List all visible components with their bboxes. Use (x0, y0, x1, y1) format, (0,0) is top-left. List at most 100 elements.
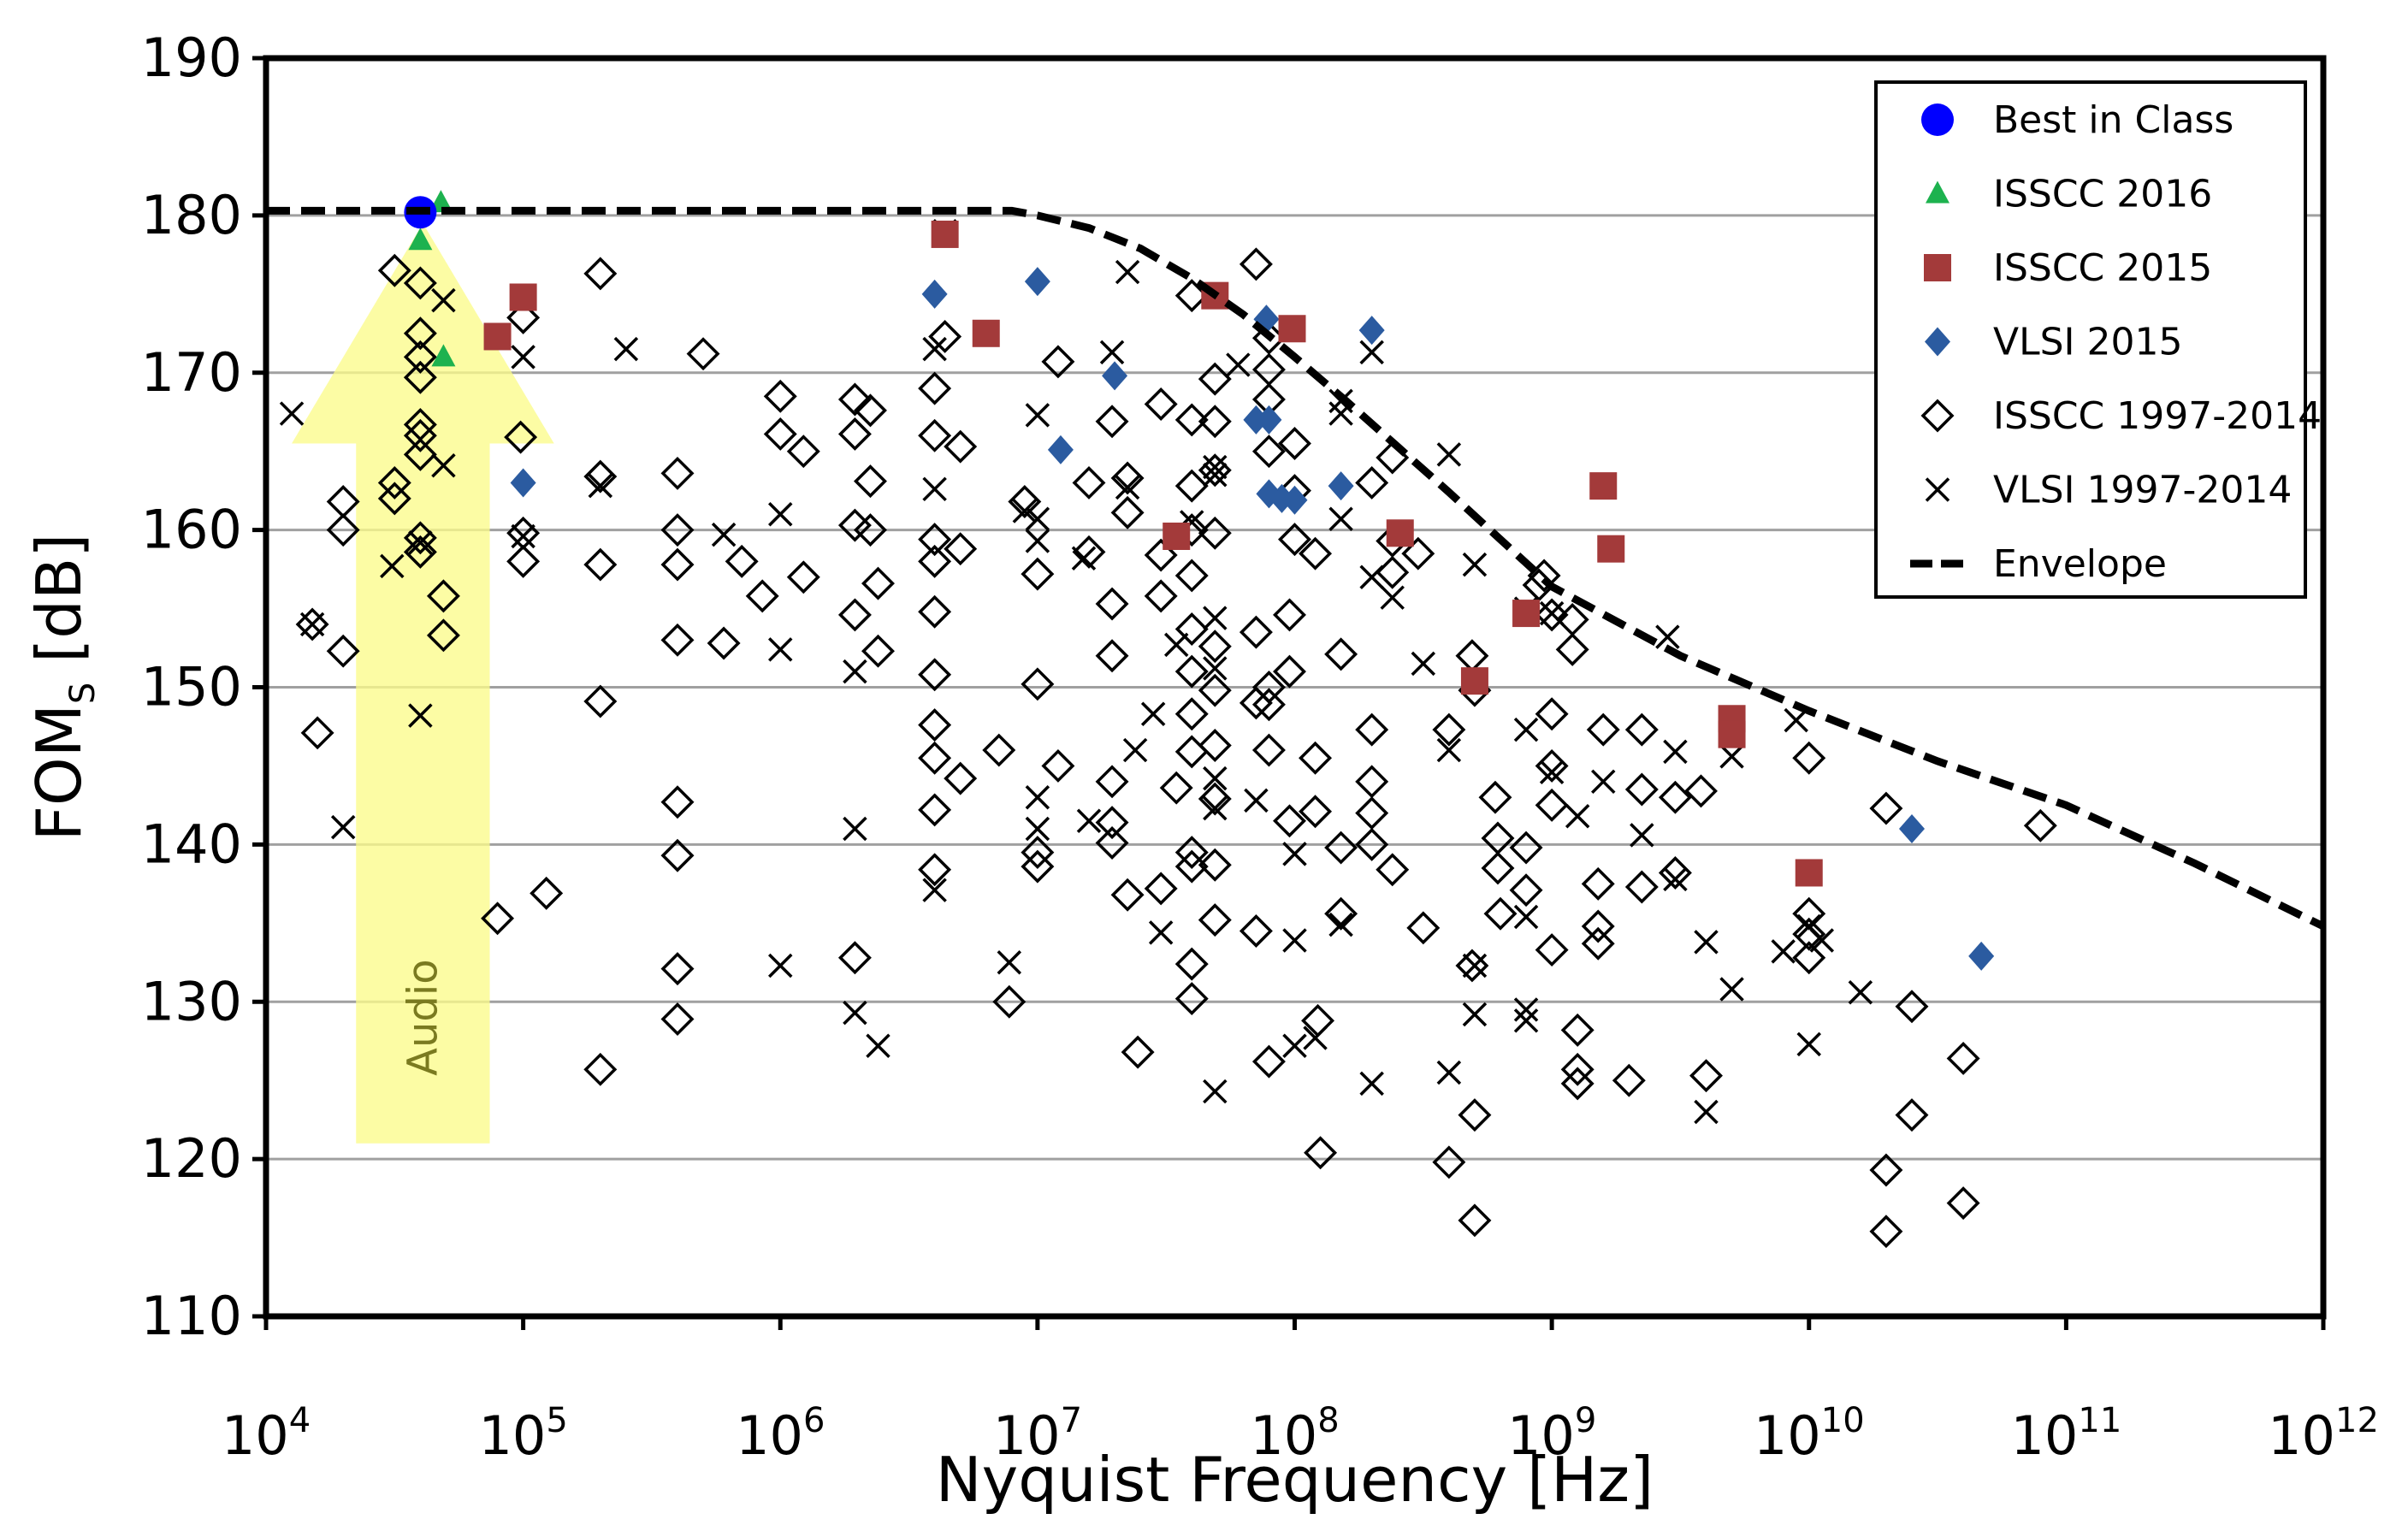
data-point-isscc-1997-2014 (1355, 712, 1389, 747)
data-point-isscc-1997-2014 (1251, 688, 1286, 722)
data-point-isscc-1997-2014 (1174, 654, 1209, 689)
data-point-isscc-1997-2014 (1869, 791, 1903, 825)
data-point-isscc-1997-2014 (1324, 637, 1358, 671)
data-point-isscc-1997-2014 (918, 853, 952, 887)
data-point-isscc-1997-2014 (1376, 853, 1410, 887)
data-point-vlsi-1997-2014 (1328, 912, 1353, 937)
data-point-vlsi-1997-2014 (997, 950, 1022, 975)
x-marker-stroke (1359, 1071, 1384, 1097)
data-point-isscc-1997-2014 (1041, 345, 1075, 379)
x-marker-stroke (1025, 784, 1050, 810)
data-point-isscc-1997-2014 (1174, 612, 1209, 646)
data-point-isscc-1997-2014 (918, 418, 952, 452)
x-marker-stroke (866, 1033, 890, 1058)
data-point-vlsi-1997-2014 (1163, 632, 1189, 658)
data-point-isscc-1997-2014 (1792, 917, 1826, 951)
x-tick-base: 10 (478, 1404, 546, 1467)
data-point-isscc-2015 (931, 220, 959, 248)
data-point-isscc-1997-2014 (918, 594, 952, 629)
data-point-isscc-1997-2014 (1304, 1136, 1338, 1170)
data-point-isscc-1997-2014 (1251, 671, 1286, 704)
x-marker-stroke (1784, 707, 1808, 733)
data-point-isscc-1997-2014 (1174, 559, 1209, 593)
data-point-isscc-1997-2014 (1355, 796, 1389, 831)
data-point-vlsi-1997-2014 (1203, 795, 1228, 821)
x-tick-label: 106 (736, 1401, 825, 1467)
data-point-isscc-1997-2014 (506, 544, 541, 578)
x-tick-exponent: 6 (803, 1401, 825, 1440)
data-point-vlsi-1997-2014 (279, 401, 305, 426)
data-point-isscc-1997-2014 (928, 319, 962, 353)
legend-entry: VLSI 1997-2014 (1925, 469, 2292, 512)
x-marker-stroke (1809, 928, 1835, 953)
data-point-isscc-1997-2014 (1174, 403, 1209, 437)
legend-entry: ISSCC 1997-2014 (1920, 394, 2322, 438)
x-marker-stroke (768, 637, 793, 662)
data-point-vlsi-1997-2014 (922, 878, 947, 902)
y-axis-title-sub: S (63, 683, 103, 704)
data-point-vlsi-1997-2014 (1099, 340, 1125, 365)
data-point-vlsi-1997-2014 (768, 953, 793, 978)
data-point-isscc-1997-2014 (1560, 1067, 1594, 1101)
data-point-isscc-1997-2014 (1612, 1063, 1646, 1097)
data-point-isscc-2016 (408, 228, 433, 251)
data-point-isscc-1997-2014 (837, 382, 872, 417)
x-marker-stroke (1025, 529, 1050, 553)
legend-label: ISSCC 1997-2014 (1993, 394, 2322, 438)
data-point-isscc-1997-2014 (686, 337, 720, 371)
data-point-isscc-1997-2014 (1560, 1052, 1594, 1086)
legend-marker (1925, 327, 1950, 357)
data-point-vlsi-1997-2014 (843, 816, 867, 842)
x-marker-stroke (279, 401, 305, 426)
data-point-isscc-1997-2014 (1159, 771, 1193, 805)
x-marker-stroke (1282, 928, 1307, 953)
data-point-isscc-1997-2014 (326, 513, 360, 547)
data-point-isscc-1997-2014 (426, 579, 460, 613)
data-point-isscc-1997-2014 (853, 393, 887, 428)
data-point-isscc-1997-2014 (1144, 872, 1178, 906)
data-point-isscc-1997-2014 (853, 513, 887, 547)
data-point-isscc-2015 (483, 322, 512, 351)
data-point-vlsi-1997-2014 (1513, 904, 1539, 930)
x-marker-stroke (1282, 1033, 1307, 1058)
data-point-isscc-1997-2014 (1581, 909, 1615, 943)
x-marker-stroke (1655, 624, 1680, 649)
data-point-isscc-1997-2014 (1021, 849, 1055, 884)
x-marker-stroke (1380, 585, 1405, 610)
data-point-isscc-1997-2014 (403, 418, 437, 452)
data-point-isscc-1997-2014 (918, 658, 952, 692)
data-point-isscc-1997-2014 (1121, 1035, 1155, 1069)
data-point-isscc-1997-2014 (837, 941, 872, 975)
legend-marker (1925, 477, 1950, 502)
data-point-isscc-1997-2014 (1478, 780, 1512, 814)
x-marker-stroke (1203, 1079, 1228, 1104)
data-point-isscc-1997-2014 (1110, 878, 1145, 912)
data-point-isscc-2015 (1386, 519, 1414, 547)
legend-label: ISSCC 2015 (1993, 246, 2212, 290)
data-point-isscc-1997-2014 (1095, 765, 1129, 799)
data-point-vlsi-2015 (1024, 267, 1050, 297)
x-tick-label: 1012 (2268, 1401, 2379, 1467)
y-tick-label: 160 (141, 499, 242, 561)
x-tick-exponent: 11 (2078, 1401, 2121, 1440)
data-point-isscc-1997-2014 (583, 547, 618, 582)
data-point-isscc-1997-2014 (1581, 926, 1615, 961)
data-point-isscc-1997-2014 (1658, 780, 1692, 814)
data-point-vlsi-1997-2014 (1513, 1008, 1539, 1033)
x-marker-stroke (431, 287, 456, 313)
x-tick-label: 104 (222, 1401, 311, 1467)
x-tick-base: 10 (1507, 1404, 1575, 1467)
data-point-vlsi-1997-2014 (1436, 1060, 1462, 1085)
x-marker-stroke (1513, 997, 1539, 1022)
data-point-isscc-1997-2014 (660, 623, 695, 657)
data-point-isscc-1997-2014 (1481, 851, 1515, 885)
data-point-isscc-1997-2014 (530, 876, 564, 910)
x-marker-stroke (843, 1000, 867, 1026)
x-marker-stroke (1539, 600, 1565, 626)
data-point-isscc-2015 (1597, 535, 1625, 563)
data-point-vlsi-1997-2014 (843, 1000, 867, 1026)
x-tick-exponent: 9 (1575, 1401, 1596, 1440)
data-point-isscc-1997-2014 (1278, 427, 1311, 460)
x-marker-stroke (1203, 766, 1228, 791)
data-point-isscc-1997-2014 (837, 417, 872, 451)
